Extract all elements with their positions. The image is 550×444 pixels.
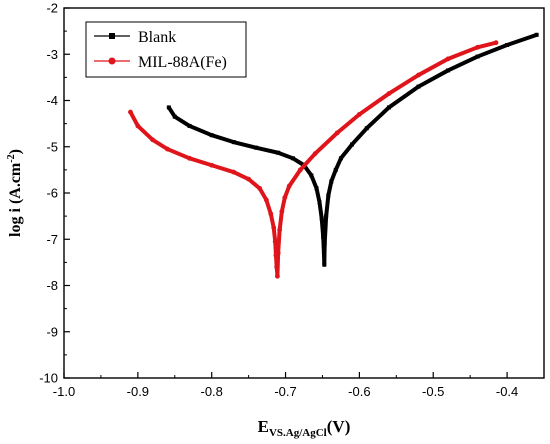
data-point-mil88a	[275, 273, 280, 279]
data-point-mil88a	[231, 169, 237, 175]
x-tick-label: -0.9	[127, 384, 149, 399]
data-point-blank	[333, 167, 338, 172]
y-axis-label-main: log i (A.cm	[7, 162, 24, 237]
y-axis-label-close: )	[7, 149, 24, 154]
data-point-mil88a	[209, 162, 215, 168]
data-point-mil88a	[445, 56, 451, 62]
x-tick-label: -0.4	[496, 384, 518, 399]
data-point-blank	[350, 142, 354, 147]
data-point-mil88a	[279, 209, 285, 214]
y-tick-label: -3	[46, 47, 58, 62]
legend: Blank MIL-88A(Fe)	[85, 21, 247, 78]
y-axis-ticks: -10 -9 -8 -7 -6 -5 -4 -3 -2	[39, 1, 70, 386]
data-point-mil88a	[128, 109, 133, 115]
data-point-blank	[231, 140, 236, 145]
data-point-blank	[416, 84, 421, 89]
series-line-blank	[166, 32, 539, 267]
data-point-mil88a	[312, 151, 318, 157]
data-point-blank	[290, 156, 295, 161]
data-point-mil88a	[187, 155, 192, 161]
data-point-blank	[329, 179, 334, 184]
data-point-blank	[166, 105, 171, 110]
series-line-mil88a	[128, 40, 498, 279]
y-tick-label: -8	[46, 278, 58, 293]
series-layer	[128, 32, 539, 279]
x-axis-label-subscript: VS.Ag/AgCl	[269, 427, 327, 439]
data-point-blank	[534, 32, 539, 37]
legend-box	[85, 21, 247, 78]
data-point-mil88a	[356, 111, 362, 117]
data-point-blank	[324, 214, 329, 219]
data-point-blank	[317, 200, 322, 205]
data-point-blank	[187, 123, 192, 128]
y-tick-label: -5	[46, 139, 58, 154]
data-point-blank	[209, 133, 214, 138]
x-tick-label: -0.6	[348, 384, 370, 399]
data-point-blank	[505, 43, 510, 47]
data-point-mil88a	[272, 239, 278, 244]
data-point-mil88a	[268, 211, 274, 217]
data-point-blank	[321, 251, 326, 256]
data-point-blank	[321, 234, 326, 239]
data-point-mil88a	[271, 225, 277, 231]
x-axis-ticks: -1.0 -0.9 -0.8 -0.7 -0.6 -0.5 -0.4	[53, 372, 545, 399]
y-axis-label: log i (A.cm-2)	[6, 149, 24, 237]
y-tick-label: -9	[46, 324, 58, 339]
legend-marker-blank	[109, 33, 115, 39]
x-axis-label: EVS.Ag/AgCl(V)	[258, 417, 351, 439]
data-point-mil88a	[416, 72, 421, 78]
data-point-blank	[322, 241, 327, 246]
legend-label-blank: Blank	[138, 29, 176, 46]
data-point-blank	[319, 216, 324, 221]
legend-label-mil88a: MIL-88A(Fe)	[138, 54, 227, 71]
y-tick-label: -7	[46, 232, 58, 247]
x-axis-label-main: E	[258, 417, 269, 436]
y-tick-label: -10	[39, 371, 58, 386]
data-point-mil88a	[386, 91, 392, 96]
x-axis-label-unit: (V)	[327, 417, 351, 436]
data-point-mil88a	[286, 183, 292, 189]
data-point-mil88a	[297, 167, 303, 173]
y-axis-label-superscript: -2	[6, 154, 17, 162]
x-tick-label: -1.0	[53, 384, 75, 399]
data-point-blank	[254, 145, 258, 150]
data-point-blank	[172, 114, 177, 119]
data-point-mil88a	[257, 185, 263, 191]
x-tick-label: -0.8	[200, 384, 222, 399]
data-point-mil88a	[263, 197, 269, 203]
y-tick-label: -4	[46, 93, 58, 108]
data-point-blank	[322, 262, 327, 267]
data-point-blank	[314, 186, 319, 191]
data-point-mil88a	[475, 44, 480, 50]
data-point-mil88a	[493, 40, 499, 46]
data-point-mil88a	[277, 227, 283, 233]
data-point-mil88a	[282, 195, 288, 201]
legend-marker-mil88a	[108, 57, 116, 65]
data-point-mil88a	[150, 137, 156, 143]
data-point-mil88a	[275, 250, 281, 256]
x-tick-label: -0.7	[274, 384, 296, 399]
data-point-mil88a	[164, 146, 170, 152]
data-point-blank	[326, 193, 331, 198]
y-tick-label: -2	[46, 1, 58, 16]
data-point-blank	[338, 156, 343, 161]
y-tick-label: -6	[46, 186, 58, 201]
data-point-blank	[364, 126, 369, 131]
data-point-blank	[276, 150, 281, 155]
data-point-mil88a	[246, 176, 252, 182]
data-point-mil88a	[135, 123, 141, 129]
x-tick-label: -0.5	[422, 384, 444, 399]
data-point-blank	[386, 105, 391, 110]
data-point-mil88a	[274, 264, 280, 270]
data-point-blank	[446, 68, 450, 73]
data-point-mil88a	[334, 130, 340, 136]
data-point-blank	[475, 54, 480, 59]
data-point-blank	[309, 173, 314, 178]
